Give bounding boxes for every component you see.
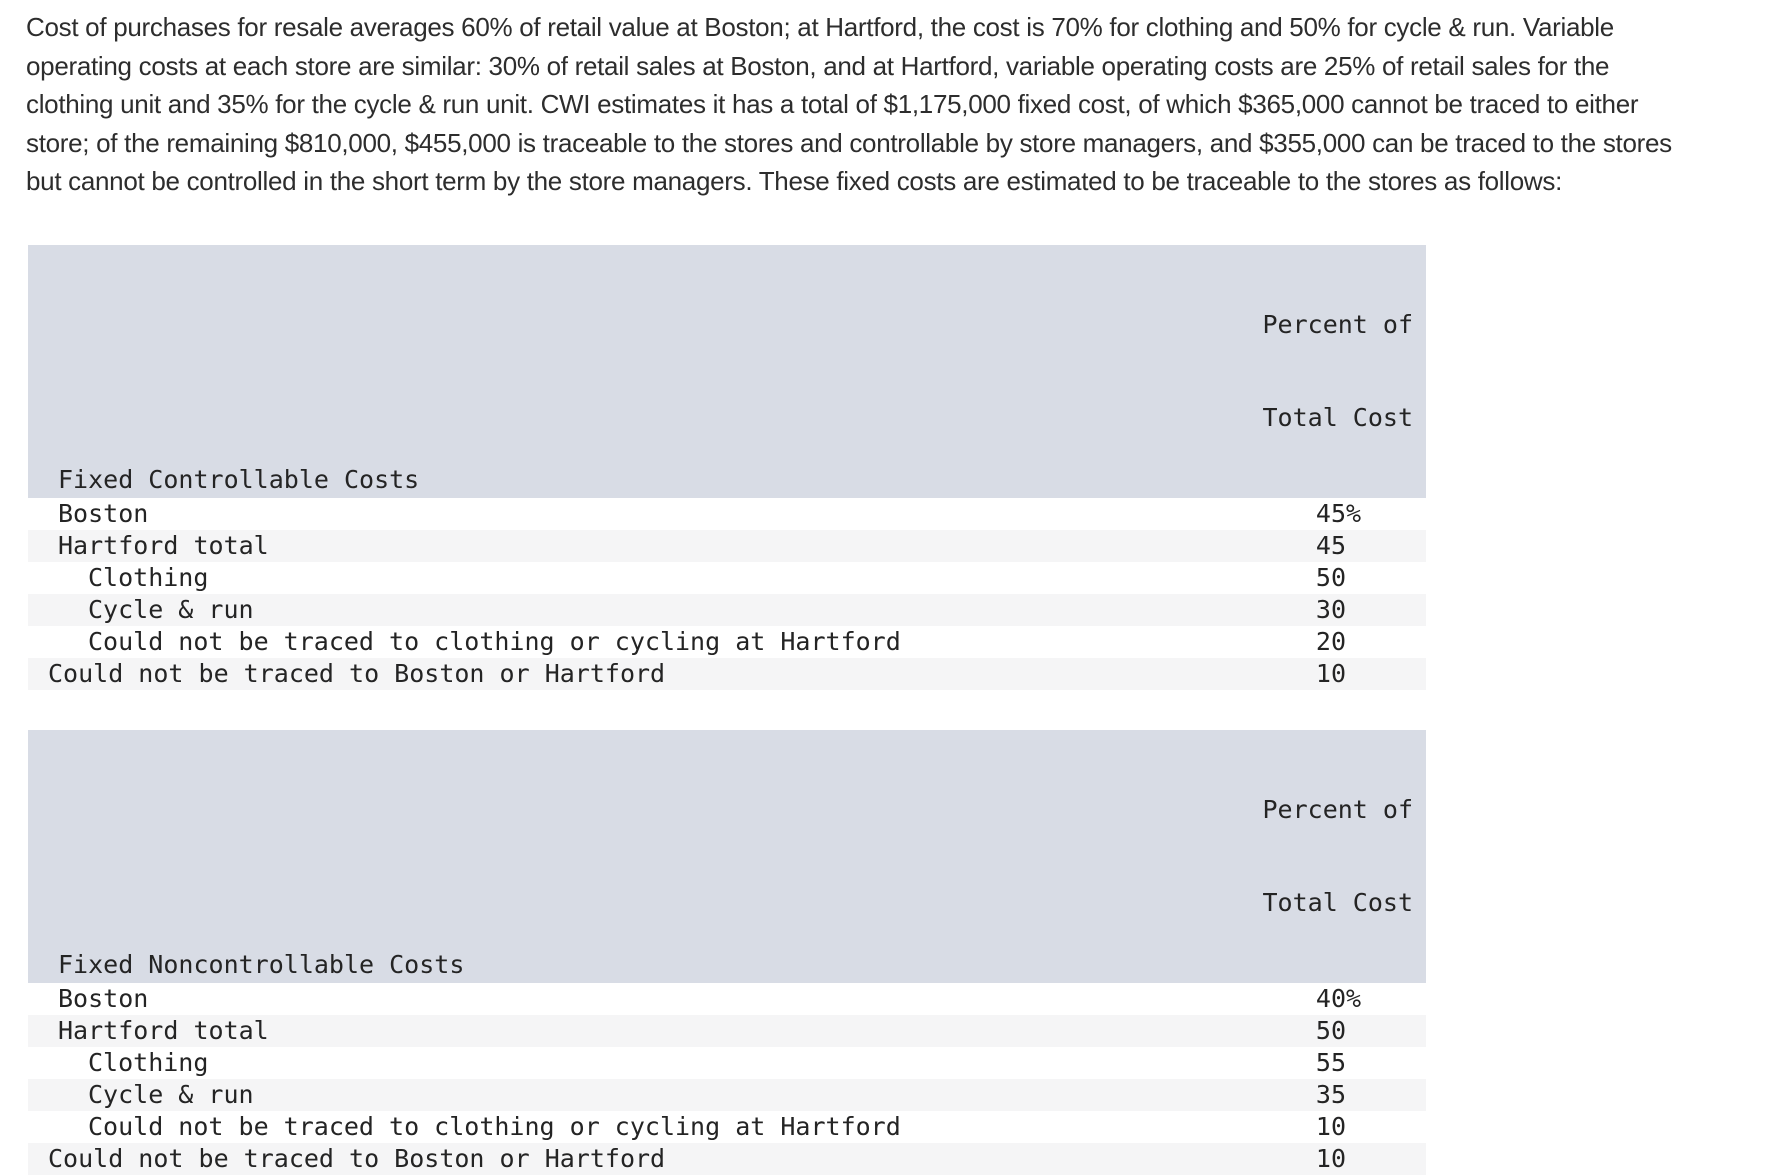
value-column-header: Percent of Total Cost <box>1262 732 1426 980</box>
row-label: Boston <box>58 498 149 528</box>
row-label: Hartford total <box>58 530 269 560</box>
table-row: Boston 45% <box>28 497 1426 530</box>
table-title: Fixed Noncontrollable Costs <box>58 949 465 979</box>
row-value: 55 <box>1046 1047 1426 1079</box>
fixed-noncontrollable-costs-table: Fixed Noncontrollable Costs Percent of T… <box>28 729 1426 1175</box>
row-label: Could not be traced to Boston or Hartfor… <box>48 658 666 688</box>
row-value-number: 45 <box>1315 530 1346 560</box>
row-label: Could not be traced to clothing or cycli… <box>88 1111 901 1141</box>
row-value-number: 40 <box>1315 983 1346 1013</box>
row-value-number: 30 <box>1315 594 1346 624</box>
table-row: Boston 40% <box>28 982 1426 1015</box>
table-row: Could not be traced to clothing or cycli… <box>28 1110 1426 1143</box>
table-header: Fixed Controllable Costs Percent of Tota… <box>28 244 1426 498</box>
row-value: 10 <box>1046 658 1426 690</box>
row-label: Could not be traced to clothing or cycli… <box>88 626 901 656</box>
table-header: Fixed Noncontrollable Costs Percent of T… <box>28 729 1426 983</box>
row-value: 10 <box>1046 1143 1426 1175</box>
row-value-number: 20 <box>1315 626 1346 656</box>
table-row: Cycle & run 30 <box>28 593 1426 626</box>
problem-page: Cost of purchases for resale averages 60… <box>0 8 1770 1175</box>
row-value: 45% <box>1315 498 1362 528</box>
value-header-line-2: Total Cost <box>1262 887 1413 917</box>
row-value-number: 45 <box>1315 498 1346 528</box>
row-value: 45 <box>1046 530 1426 562</box>
value-column-header: Percent of Total Cost <box>1262 247 1426 495</box>
row-value-number: 50 <box>1315 1015 1346 1045</box>
intro-paragraph: Cost of purchases for resale averages 60… <box>26 12 1672 196</box>
table-row: Could not be traced to Boston or Hartfor… <box>28 1142 1426 1175</box>
row-label: Clothing <box>88 562 209 592</box>
table-row: Clothing 50 <box>28 561 1426 594</box>
row-label: Boston <box>58 983 149 1013</box>
row-label: Hartford total <box>58 1015 269 1045</box>
row-label: Cycle & run <box>88 594 254 624</box>
table-row: Hartford total 45 <box>28 529 1426 562</box>
value-header-line-1: Percent of <box>1262 794 1413 824</box>
row-value: 40% <box>1315 983 1362 1013</box>
row-value: 35 <box>1046 1079 1426 1111</box>
fixed-controllable-costs-table: Fixed Controllable Costs Percent of Tota… <box>28 244 1426 690</box>
row-value: 30 <box>1046 594 1426 626</box>
value-header-line-2: Total Cost <box>1262 402 1413 432</box>
row-value: 10 <box>1046 1111 1426 1143</box>
table-row: Cycle & run 35 <box>28 1078 1426 1111</box>
table-row: Could not be traced to clothing or cycli… <box>28 625 1426 658</box>
row-label: Could not be traced to Boston or Hartfor… <box>48 1143 666 1173</box>
row-label: Cycle & run <box>88 1079 254 1109</box>
table-title: Fixed Controllable Costs <box>58 464 420 494</box>
tables-container: Fixed Controllable Costs Percent of Tota… <box>28 244 1770 1175</box>
row-value-number: 50 <box>1315 562 1346 592</box>
row-value-number: 10 <box>1315 1111 1346 1141</box>
row-value-number: 10 <box>1315 658 1346 688</box>
table-row: Clothing 55 <box>28 1046 1426 1079</box>
row-value: 50 <box>1046 562 1426 594</box>
table-row: Could not be traced to Boston or Hartfor… <box>28 657 1426 690</box>
row-value: 50 <box>1046 1015 1426 1047</box>
row-value-number: 55 <box>1315 1047 1346 1077</box>
row-label: Clothing <box>88 1047 209 1077</box>
table-row: Hartford total 50 <box>28 1014 1426 1047</box>
row-value: 20 <box>1046 626 1426 658</box>
value-header-line-1: Percent of <box>1262 309 1413 339</box>
row-value-number: 35 <box>1315 1079 1346 1109</box>
row-value-number: 10 <box>1315 1143 1346 1173</box>
